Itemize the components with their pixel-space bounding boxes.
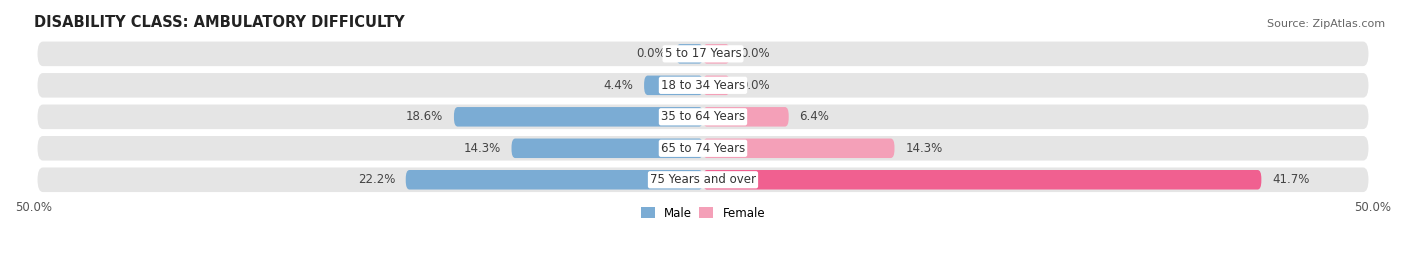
FancyBboxPatch shape xyxy=(38,168,1368,192)
Text: 41.7%: 41.7% xyxy=(1272,173,1309,186)
FancyBboxPatch shape xyxy=(703,44,730,63)
FancyBboxPatch shape xyxy=(703,139,894,158)
Text: 0.0%: 0.0% xyxy=(741,79,770,92)
Text: 18.6%: 18.6% xyxy=(406,110,443,123)
Text: 0.0%: 0.0% xyxy=(741,47,770,60)
Text: Source: ZipAtlas.com: Source: ZipAtlas.com xyxy=(1267,19,1385,29)
FancyBboxPatch shape xyxy=(676,44,703,63)
FancyBboxPatch shape xyxy=(38,73,1368,98)
Text: 5 to 17 Years: 5 to 17 Years xyxy=(665,47,741,60)
Text: 35 to 64 Years: 35 to 64 Years xyxy=(661,110,745,123)
Text: 18 to 34 Years: 18 to 34 Years xyxy=(661,79,745,92)
Text: 75 Years and over: 75 Years and over xyxy=(650,173,756,186)
FancyBboxPatch shape xyxy=(644,76,703,95)
Legend: Male, Female: Male, Female xyxy=(636,202,770,224)
Text: 14.3%: 14.3% xyxy=(464,142,501,155)
FancyBboxPatch shape xyxy=(38,136,1368,161)
FancyBboxPatch shape xyxy=(703,170,1261,190)
Text: 4.4%: 4.4% xyxy=(603,79,633,92)
FancyBboxPatch shape xyxy=(512,139,703,158)
Text: 65 to 74 Years: 65 to 74 Years xyxy=(661,142,745,155)
FancyBboxPatch shape xyxy=(454,107,703,127)
FancyBboxPatch shape xyxy=(406,170,703,190)
Text: DISABILITY CLASS: AMBULATORY DIFFICULTY: DISABILITY CLASS: AMBULATORY DIFFICULTY xyxy=(34,15,404,30)
Text: 14.3%: 14.3% xyxy=(905,142,942,155)
FancyBboxPatch shape xyxy=(38,42,1368,66)
FancyBboxPatch shape xyxy=(703,76,730,95)
FancyBboxPatch shape xyxy=(38,105,1368,129)
Text: 0.0%: 0.0% xyxy=(636,47,665,60)
Text: 22.2%: 22.2% xyxy=(357,173,395,186)
FancyBboxPatch shape xyxy=(703,107,789,127)
Text: 6.4%: 6.4% xyxy=(800,110,830,123)
